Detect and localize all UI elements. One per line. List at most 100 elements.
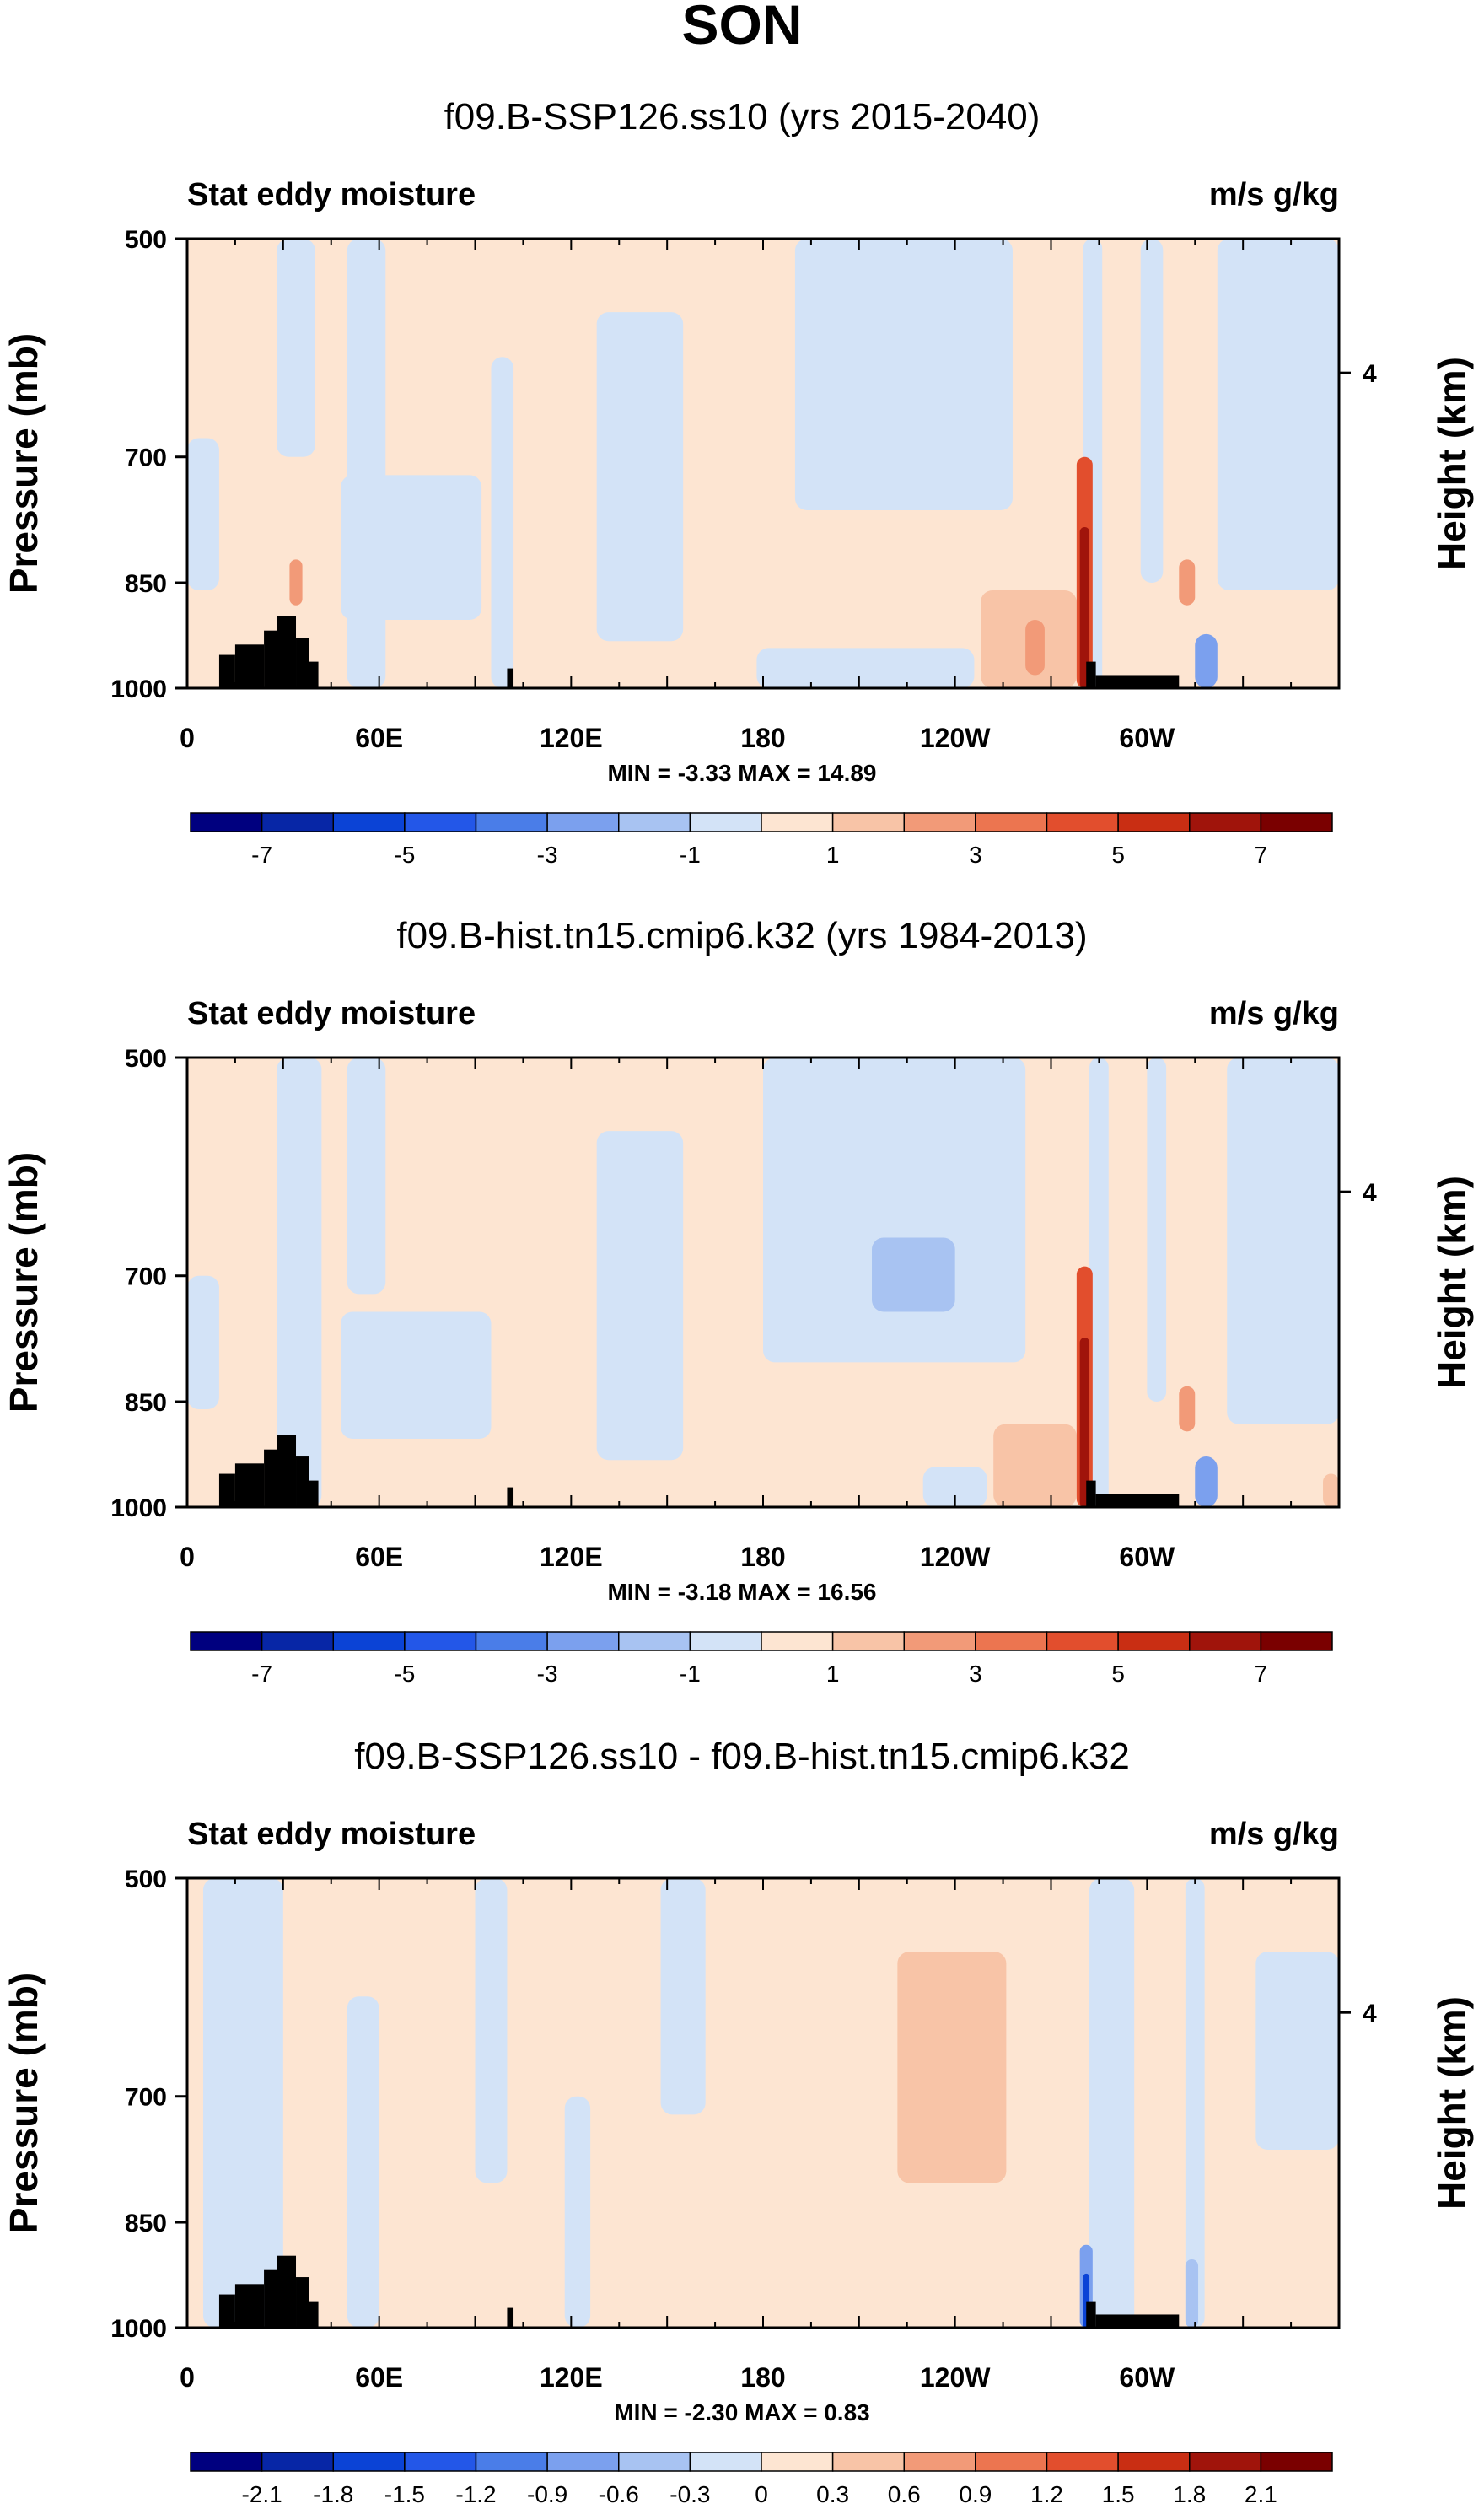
x-tick-label: 0 [180, 723, 195, 753]
y-tick-label: 700 [125, 2084, 167, 2112]
min-max-stats: MIN = -2.30 MAX = 0.83 [614, 2399, 869, 2426]
y-tick-label: 500 [125, 1866, 167, 1893]
contour-field [187, 1878, 1339, 2328]
colorbar-box [1117, 2452, 1191, 2472]
colorbar-label: -7 [251, 842, 272, 868]
colorbar-box [475, 1631, 548, 1651]
colorbar-box [689, 2452, 762, 2472]
panel-units: m/s g/kg [1209, 1817, 1339, 1852]
terrain-mask [1095, 675, 1180, 688]
contour-region [1140, 239, 1164, 584]
colorbar-box [618, 1631, 691, 1651]
contour-region [794, 239, 1013, 510]
terrain-mask [1095, 2314, 1180, 2328]
terrain-mask [234, 1463, 265, 1507]
y2-tick-label: 4 [1363, 360, 1377, 388]
terrain-mask [309, 1480, 319, 1507]
contour-region [1079, 1338, 1090, 1507]
colorbar-box [475, 812, 548, 832]
colorbar-label: 5 [1111, 1661, 1125, 1687]
colorbar-box [546, 2452, 620, 2472]
colorbar-box [261, 1631, 334, 1651]
colorbar-label: 5 [1111, 842, 1125, 868]
y-tick-label: 1000 [110, 676, 167, 703]
contour-region [872, 1237, 955, 1312]
contour-region [596, 1131, 684, 1461]
x-tick-label: 180 [740, 723, 785, 753]
colorbar-box [1260, 2452, 1333, 2472]
colorbar-box [831, 812, 905, 832]
colorbar-label: -3 [537, 842, 558, 868]
colorbar-box [1260, 812, 1333, 832]
terrain-mask [309, 2301, 319, 2328]
x-tick-label: 60W [1119, 723, 1175, 753]
y-axis-label: Pressure (mb) [2, 1152, 46, 1413]
panel-left-label: Stat eddy moisture [187, 1817, 476, 1852]
contour-region [475, 1878, 508, 2183]
colorbar-label: -1 [680, 1661, 701, 1687]
contour-region [1179, 1386, 1196, 1432]
colorbar-box [1189, 1631, 1262, 1651]
colorbar-box [404, 812, 477, 832]
contour-region [347, 1996, 379, 2328]
x-tick-label: 0 [180, 1542, 195, 1572]
colorbar-box [475, 2452, 548, 2472]
contour-region [756, 648, 975, 688]
colorbar-label: -7 [251, 1661, 272, 1687]
terrain-mask [218, 2294, 235, 2328]
contour-region [1217, 239, 1339, 591]
x-tick-label: 120E [540, 723, 603, 753]
terrain-mask [277, 2255, 297, 2328]
colorbar-box [404, 1631, 477, 1651]
x-tick-label: 60E [355, 2362, 403, 2393]
x-tick-label: 60W [1119, 1542, 1175, 1572]
contour-region [1255, 1952, 1339, 2150]
colorbar-box [1189, 812, 1262, 832]
colorbar-label: 0.3 [816, 2481, 849, 2507]
contour-region [187, 438, 219, 591]
colorbar-box [190, 2452, 263, 2472]
terrain-mask [1086, 2301, 1096, 2328]
page-title: SON [681, 0, 802, 56]
colorbar-label: 1 [826, 1661, 840, 1687]
terrain-mask [507, 1487, 514, 1507]
contour-region [564, 2096, 591, 2328]
contour-region [1079, 526, 1090, 688]
terrain-mask [264, 630, 277, 688]
contour-region [1227, 1058, 1339, 1424]
contour-region [1089, 1058, 1109, 1507]
colorbar-box [761, 812, 834, 832]
contour-region [341, 1311, 492, 1439]
colorbar-box [1117, 812, 1191, 832]
panel-1: f09.B-SSP126.ss10 (yrs 2015-2040) Stat ed… [2, 96, 1474, 868]
contour-region [660, 1878, 706, 2115]
terrain-mask [507, 668, 514, 688]
colorbar-label: 0 [755, 2481, 768, 2507]
contour-region [1179, 559, 1196, 606]
colorbar-box [546, 1631, 620, 1651]
colorbar-label: 0.9 [959, 2481, 992, 2507]
colorbar-box [1046, 2452, 1119, 2472]
contour-region [347, 1058, 386, 1295]
contour-region [277, 239, 315, 457]
colorbar-label: -0.3 [669, 2481, 710, 2507]
terrain-mask [1086, 661, 1096, 688]
y2-axis-label: Height (km) [1430, 357, 1474, 570]
x-tick-label: 60E [355, 723, 403, 753]
colorbar-box [975, 2452, 1048, 2472]
colorbar-box [1260, 1631, 1333, 1651]
colorbar-box [332, 1631, 406, 1651]
colorbar-label: -1.5 [384, 2481, 425, 2507]
panel-left-label: Stat eddy moisture [187, 996, 476, 1031]
colorbar-label: -1 [680, 842, 701, 868]
contour-region [187, 1275, 219, 1410]
colorbar-box [1117, 1631, 1191, 1651]
y-tick-label: 1000 [110, 2315, 167, 2343]
min-max-stats: MIN = -3.33 MAX = 14.89 [607, 760, 876, 786]
contour-field [187, 239, 1339, 688]
terrain-mask [234, 2284, 265, 2328]
x-tick-label: 180 [740, 2362, 785, 2393]
colorbar-label: 3 [969, 842, 982, 868]
contour-region [1323, 1473, 1339, 1507]
